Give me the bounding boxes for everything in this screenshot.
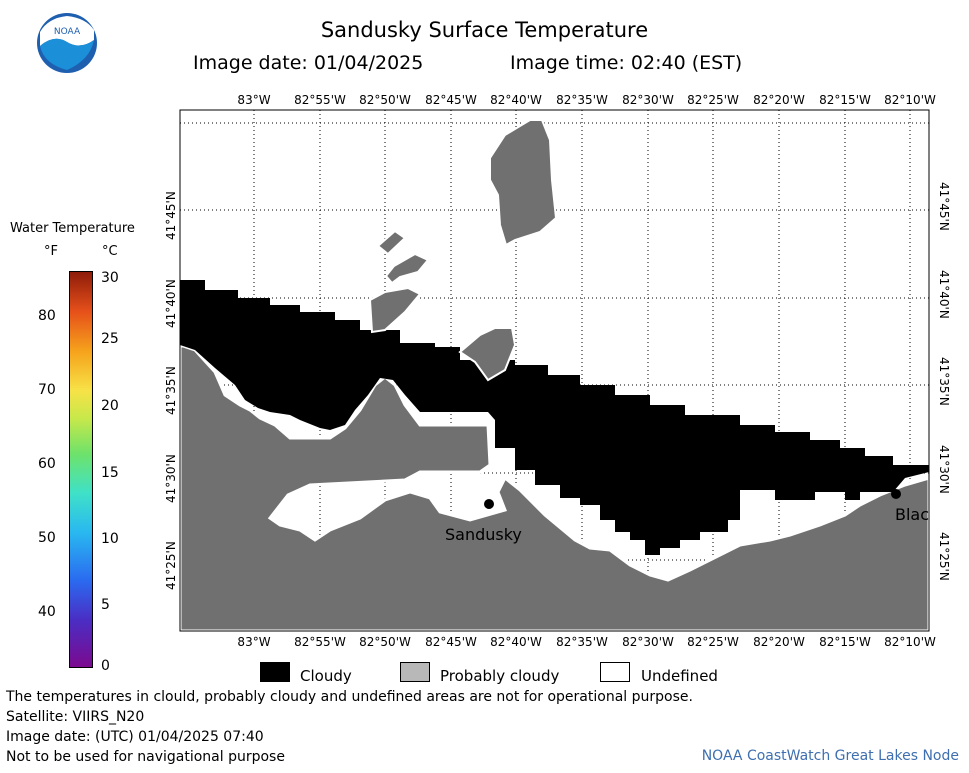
colorbar-unit-c: °C bbox=[102, 244, 118, 259]
lon-label-bottom: 82°25'W bbox=[687, 635, 739, 649]
colorbar-unit-f: °F bbox=[44, 244, 58, 259]
colorbar-title: Water Temperature bbox=[10, 221, 135, 236]
shoreline-land bbox=[178, 342, 931, 633]
logo-text: NOAA bbox=[54, 27, 81, 37]
lat-label-right: 41°35'N bbox=[937, 357, 951, 406]
f-tick: 40 bbox=[38, 604, 56, 620]
lon-label-top: 82°20'W bbox=[753, 93, 805, 107]
temperature-colorbar bbox=[69, 271, 93, 668]
island-patch bbox=[458, 327, 517, 382]
lon-label-top: 83°W bbox=[237, 93, 271, 107]
noaa-logo-icon: NOAA bbox=[37, 13, 97, 73]
image-time: Image time: 02:40 (EST) bbox=[510, 52, 743, 74]
lon-label-top: 82°55'W bbox=[294, 93, 346, 107]
c-tick: 10 bbox=[101, 531, 119, 547]
credit-link[interactable]: NOAA CoastWatch Great Lakes Node bbox=[701, 748, 959, 764]
legend-swatch-cloudy bbox=[260, 662, 290, 682]
disclaimer-text: The temperatures in clould, probably clo… bbox=[6, 689, 693, 705]
lon-label-top: 82°45'W bbox=[425, 93, 477, 107]
land-area bbox=[178, 342, 931, 633]
lat-label-left: 41°35'N bbox=[164, 366, 178, 415]
navigation-warning: Not to be used for navigational purpose bbox=[6, 749, 285, 765]
c-tick: 30 bbox=[101, 270, 119, 286]
legend-swatch-probably-cloudy bbox=[400, 662, 430, 682]
legend-swatch-undefined bbox=[600, 662, 630, 682]
page-title: Sandusky Surface Temperature bbox=[320, 18, 649, 42]
c-tick: 20 bbox=[101, 398, 119, 414]
lat-label-right: 41°45'N bbox=[937, 182, 951, 231]
island-patch-small bbox=[376, 229, 407, 256]
c-tick: 15 bbox=[101, 465, 119, 481]
lon-label-bottom: 82°10'W bbox=[884, 635, 936, 649]
lon-label-top: 82°25'W bbox=[687, 93, 739, 107]
lat-label-left: 41°30'N bbox=[164, 454, 178, 503]
lon-label-bottom: 83°W bbox=[237, 635, 271, 649]
lon-label-top: 82°40'W bbox=[490, 93, 542, 107]
place-label-sandusky: Sandusky bbox=[445, 525, 522, 544]
legend-label-probably-cloudy: Probably cloudy bbox=[440, 667, 560, 685]
sandusky-marker bbox=[484, 499, 494, 509]
lon-label-top: 82°10'W bbox=[884, 93, 936, 107]
lat-label-right: 41°30'N bbox=[937, 445, 951, 494]
c-tick: 25 bbox=[101, 331, 119, 347]
lat-label-left: 41°25'N bbox=[164, 541, 178, 590]
lon-label-bottom: 82°35'W bbox=[556, 635, 608, 649]
lon-label-bottom: 82°40'W bbox=[490, 635, 542, 649]
lon-label-top: 82°50'W bbox=[359, 93, 411, 107]
lat-label-right: 41°25'N bbox=[937, 532, 951, 581]
f-tick: 60 bbox=[38, 456, 56, 472]
lon-label-bottom: 82°20'W bbox=[753, 635, 805, 649]
f-tick: 80 bbox=[38, 308, 56, 324]
lon-label-bottom: 82°15'W bbox=[819, 635, 871, 649]
f-tick: 70 bbox=[38, 382, 56, 398]
lon-label-bottom: 82°55'W bbox=[294, 635, 346, 649]
c-tick: 0 bbox=[101, 658, 110, 674]
lat-label-right: 41°40'N bbox=[937, 270, 951, 319]
lon-label-bottom: 82°50'W bbox=[359, 635, 411, 649]
f-tick: 50 bbox=[38, 530, 56, 546]
map-border bbox=[179, 109, 930, 632]
c-tick: 5 bbox=[101, 597, 110, 613]
lat-label-left: 41°45'N bbox=[164, 191, 178, 240]
lon-label-top: 82°30'W bbox=[622, 93, 674, 107]
island-patch bbox=[368, 286, 422, 334]
legend-label-undefined: Undefined bbox=[641, 667, 718, 685]
lon-label-top: 82°15'W bbox=[819, 93, 871, 107]
blac-marker bbox=[891, 489, 901, 499]
image-date: Image date: 01/04/2025 bbox=[193, 52, 424, 74]
lon-label-bottom: 82°30'W bbox=[622, 635, 674, 649]
satellite-text: Satellite: VIIRS_N20 bbox=[6, 709, 145, 725]
lon-label-bottom: 82°45'W bbox=[425, 635, 477, 649]
lon-label-top: 82°35'W bbox=[556, 93, 608, 107]
legend-label-cloudy: Cloudy bbox=[300, 667, 352, 685]
lat-label-left: 41°40'N bbox=[164, 279, 178, 328]
place-label-blac: Blac bbox=[895, 505, 929, 524]
cloud-band bbox=[180, 280, 929, 555]
kelleys-island-patch bbox=[489, 119, 558, 247]
island-patch bbox=[384, 252, 430, 285]
utc-date-text: Image date: (UTC) 01/04/2025 07:40 bbox=[6, 729, 264, 745]
